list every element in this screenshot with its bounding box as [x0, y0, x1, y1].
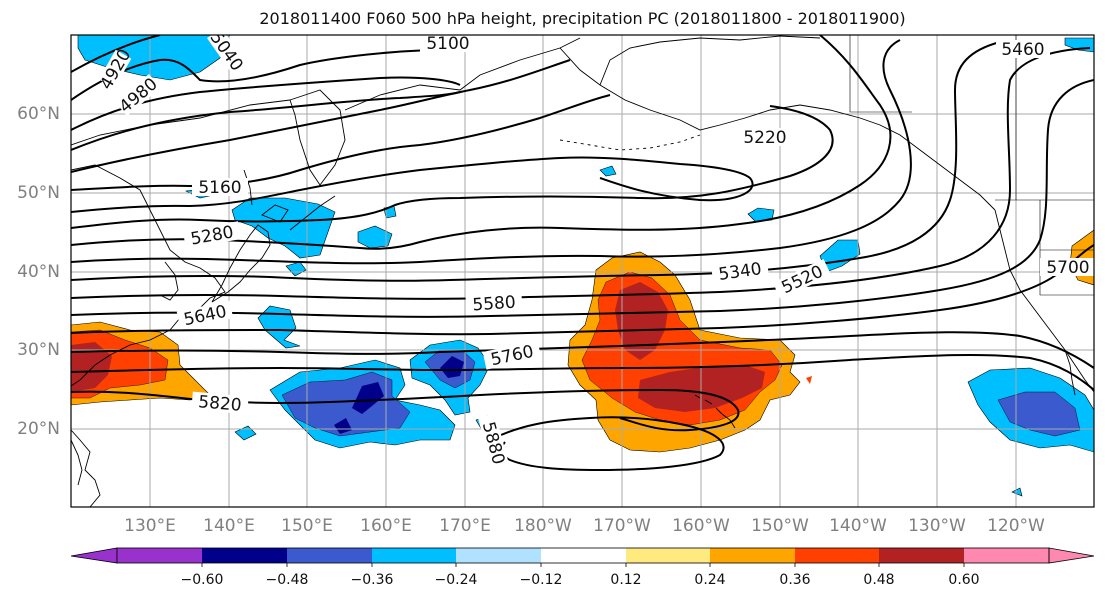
- colorbar-segment: [117, 548, 202, 563]
- colorbar-tick-label: 0.48: [863, 572, 895, 588]
- colorbar: [70, 547, 1095, 567]
- colorbar-tick-label: −0.36: [350, 572, 394, 588]
- colorbar-segment: [541, 548, 626, 563]
- colorbar-extend-low: [70, 547, 118, 564]
- colorbar-segment: [202, 548, 287, 563]
- longitude-label: 130°W: [908, 516, 966, 536]
- colorbar-extend-high: [1048, 547, 1095, 564]
- longitude-label: 170°W: [593, 516, 651, 536]
- negative-anomaly-region: [334, 418, 352, 434]
- negative-anomaly-region: [747, 207, 775, 223]
- colorbar-segment: [710, 548, 795, 563]
- colorbar-tick-label: −0.60: [180, 572, 224, 588]
- longitude-label: 150°E: [281, 516, 333, 536]
- colorbar-segment: [879, 548, 964, 563]
- colorbar-segment: [456, 548, 541, 563]
- colorbar-segment: [287, 548, 372, 563]
- longitude-label: 180°W: [514, 516, 572, 536]
- colorbar-tick-label: 0.36: [779, 572, 811, 588]
- negative-anomaly-region: [257, 305, 301, 349]
- latitude-label: 50°N: [17, 183, 60, 203]
- graticule: [71, 35, 1094, 507]
- negative-anomaly-region: [231, 197, 336, 259]
- latitude-label: 40°N: [17, 262, 60, 282]
- precip-anomaly-shading: [71, 35, 1094, 497]
- contour-label: 5160: [198, 178, 241, 198]
- positive-anomaly-region: [71, 342, 112, 392]
- longitude-label: 160°W: [672, 516, 730, 536]
- colorbar-segment: [626, 548, 710, 563]
- longitude-label: 140°E: [203, 516, 255, 536]
- latitude-label: 20°N: [17, 419, 60, 439]
- colorbar-tick-label: −0.12: [519, 572, 563, 588]
- latitude-label: 30°N: [17, 340, 60, 360]
- contour-label: 5580: [472, 293, 517, 316]
- map-area: [71, 35, 1094, 507]
- colorbar-segment: [964, 548, 1049, 563]
- negative-anomaly-region: [440, 356, 464, 378]
- longitude-label: 150°W: [751, 516, 809, 536]
- map-frame: [70, 34, 1095, 508]
- longitude-label: 140°W: [829, 516, 887, 536]
- contour-label: 5460: [1001, 40, 1044, 60]
- figure-title: 2018011400 F060 500 hPa height, precipit…: [259, 9, 906, 28]
- colorbar-tick-label: −0.24: [434, 572, 478, 588]
- longitude-label: 170°E: [439, 516, 491, 536]
- colorbar-segment: [372, 548, 456, 563]
- positive-anomaly-region: [615, 282, 668, 360]
- positive-anomaly-region: [806, 376, 812, 384]
- colorbar-tick-label: 0.24: [694, 572, 726, 588]
- longitude-label: 160°E: [360, 516, 412, 536]
- negative-anomaly-region: [599, 165, 617, 177]
- negative-anomaly-region: [352, 382, 384, 414]
- colorbar-tick-label: 0.12: [610, 572, 642, 588]
- longitude-label: 120°W: [987, 516, 1045, 536]
- longitude-label: 130°E: [124, 516, 176, 536]
- contour-label: 5820: [197, 392, 242, 416]
- colorbar-segment: [795, 548, 879, 563]
- latitude-label: 60°N: [17, 104, 60, 124]
- contour-label: 5100: [426, 34, 469, 54]
- negative-anomaly-region: [997, 391, 1081, 437]
- contour-label: 5220: [743, 128, 786, 148]
- contour-label: 5700: [1046, 258, 1089, 278]
- colorbar-tick-label: 0.60: [948, 572, 980, 588]
- height-contours: [71, 35, 1094, 472]
- colorbar-tick-label: −0.48: [265, 572, 309, 588]
- negative-anomaly-region: [357, 225, 393, 249]
